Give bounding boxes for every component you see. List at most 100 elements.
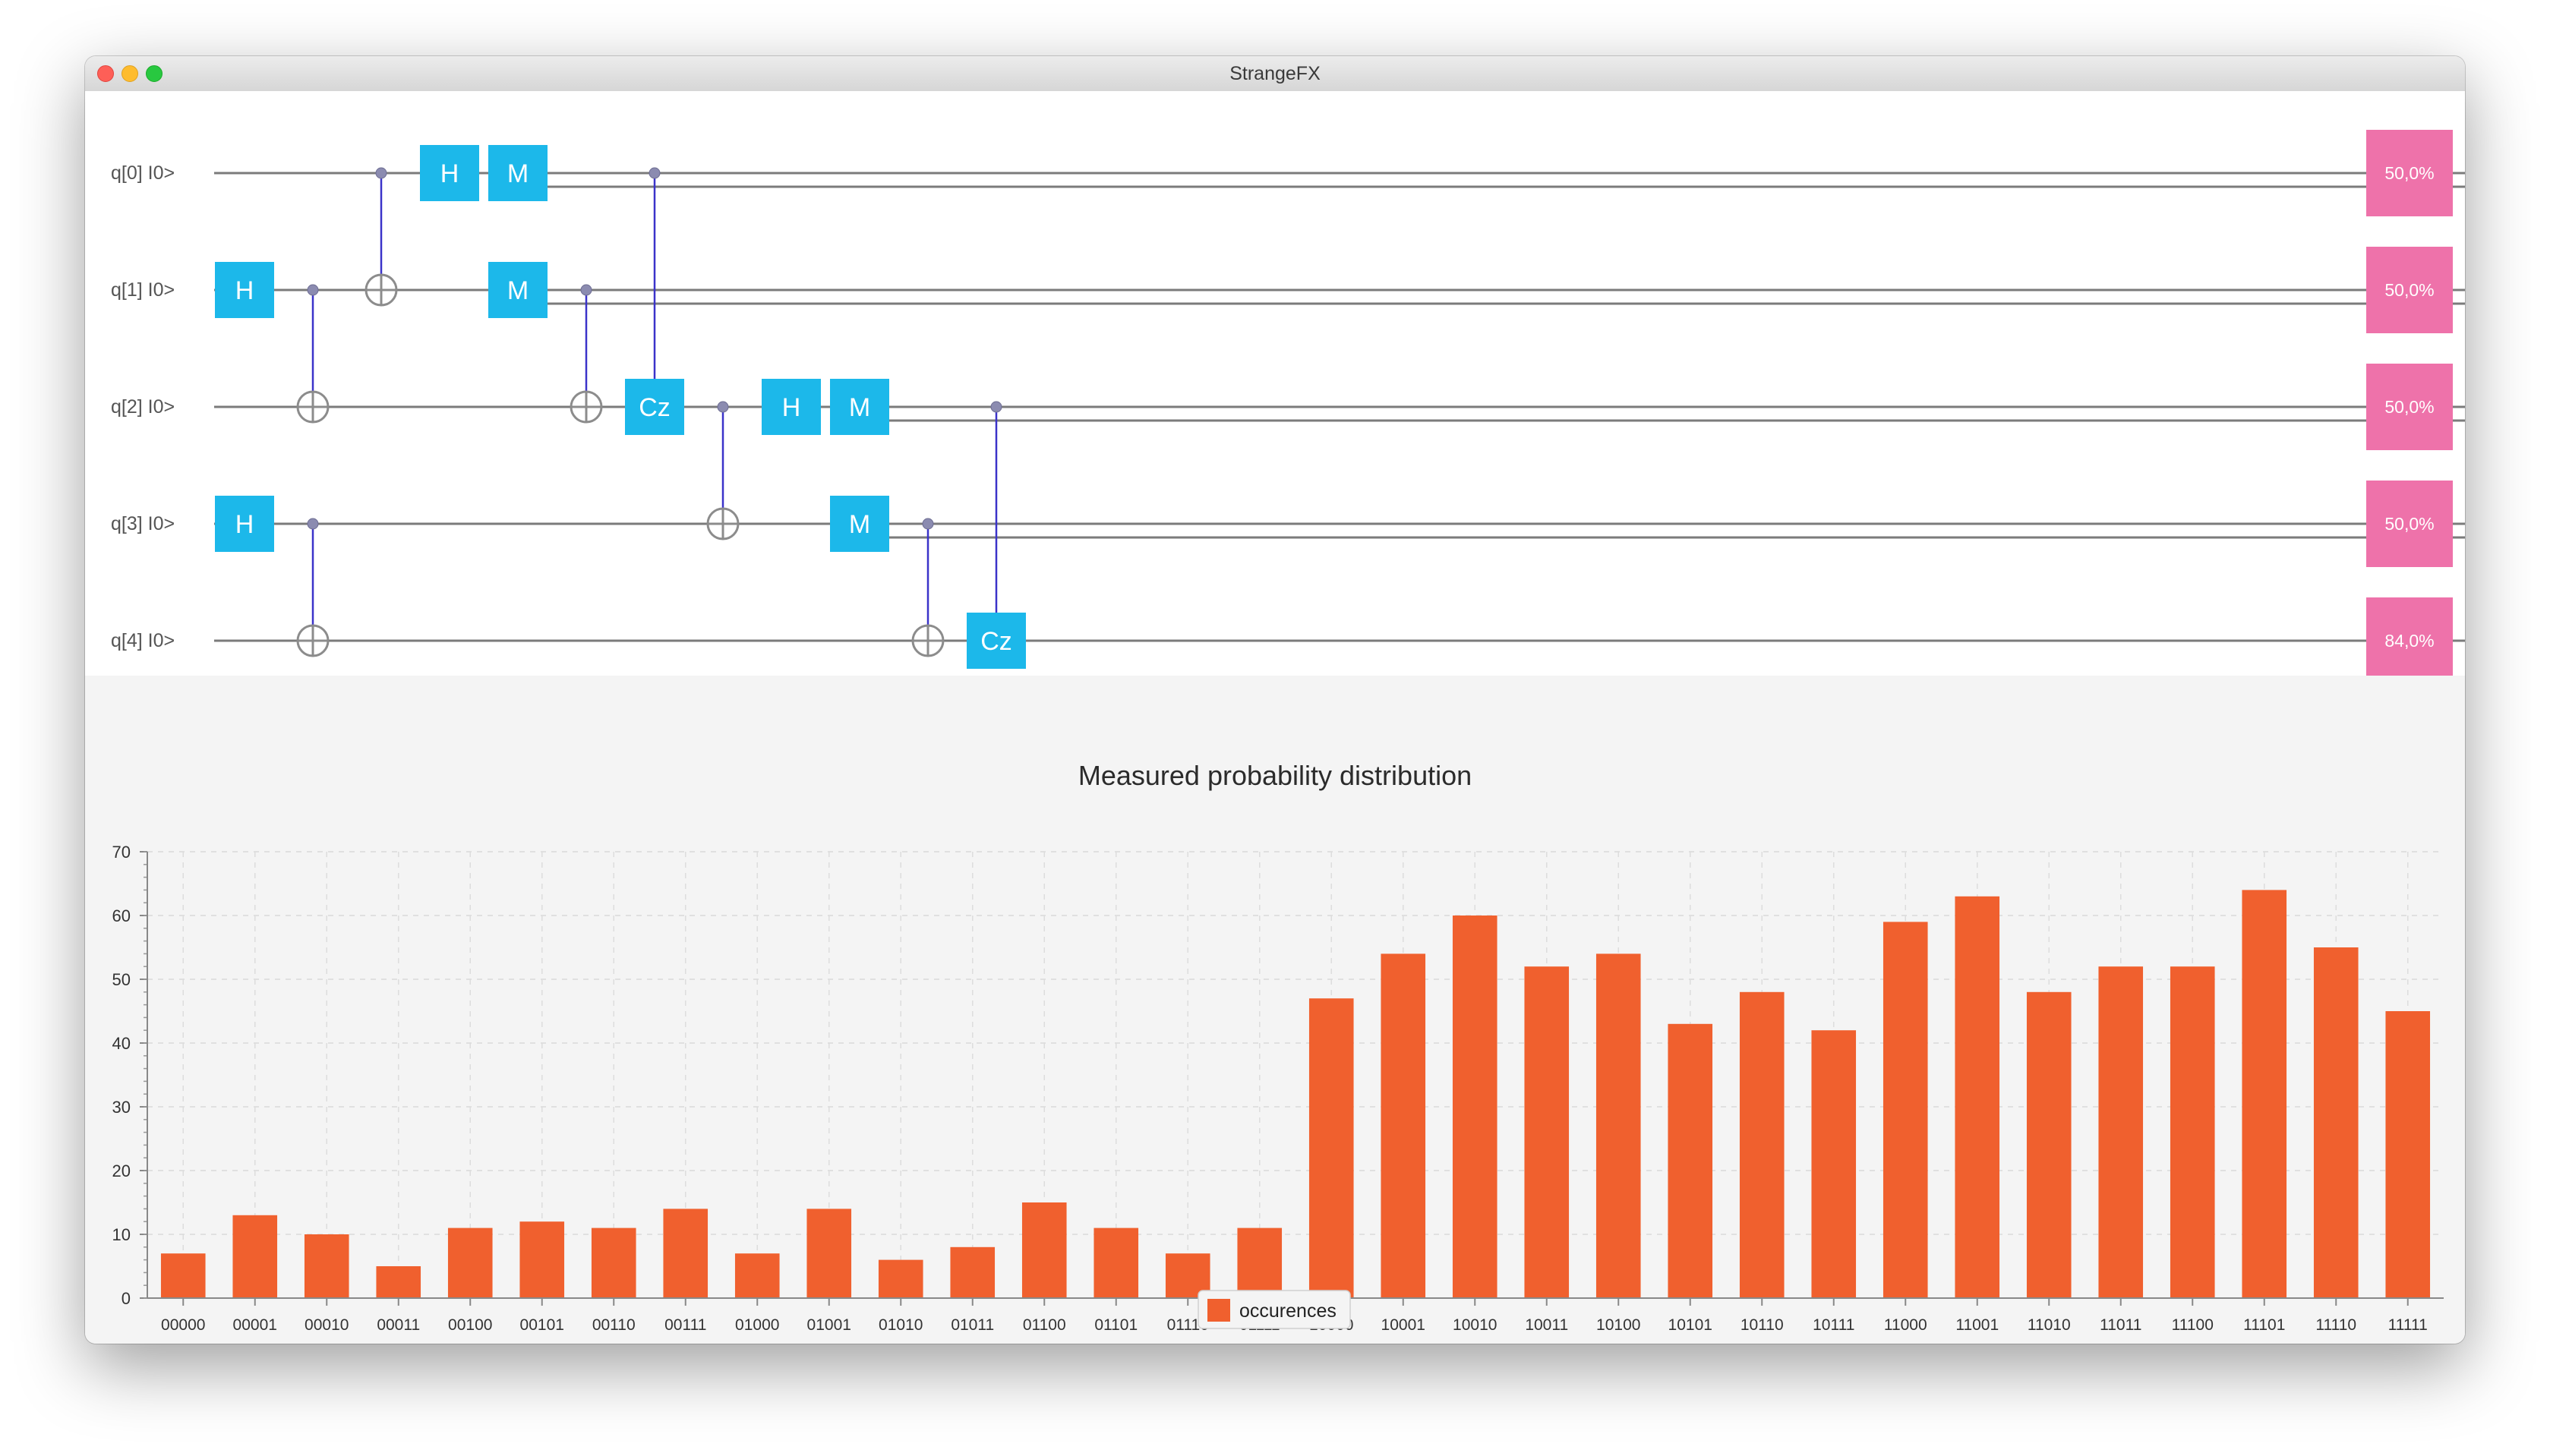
bar[interactable] (2026, 991, 2072, 1298)
bar[interactable] (1883, 922, 1928, 1298)
gate-label: M (507, 159, 529, 188)
y-tick-label: 0 (122, 1289, 131, 1308)
qubit-probability-box (2366, 597, 2453, 684)
gate-label: H (235, 510, 254, 539)
bar[interactable] (2098, 966, 2144, 1298)
qubit-label: q[0] I0> (111, 162, 175, 184)
bar[interactable] (2385, 1011, 2431, 1298)
bar[interactable] (1595, 953, 1641, 1298)
x-tick-label: 00101 (520, 1316, 564, 1334)
qubit-label: q[3] I0> (111, 513, 175, 534)
qubit-probability-box (2366, 130, 2453, 216)
bar[interactable] (2313, 947, 2359, 1298)
gate-label: H (440, 159, 459, 188)
x-tick-label: 00111 (664, 1316, 706, 1334)
gate-label: M (849, 510, 870, 539)
measurement-gate[interactable] (488, 145, 548, 201)
x-tick-label: 11010 (2028, 1316, 2071, 1334)
bar[interactable] (2242, 890, 2287, 1298)
hadamard-gate[interactable] (762, 379, 821, 435)
bar[interactable] (663, 1209, 709, 1298)
bar[interactable] (734, 1253, 780, 1298)
bar[interactable] (304, 1234, 349, 1298)
qubit-probability: 50,0% (2384, 514, 2434, 534)
gate-label: Cz (980, 627, 1012, 656)
qubit-probability: 50,0% (2384, 397, 2434, 417)
x-tick-label: 11100 (2172, 1316, 2214, 1334)
bar[interactable] (1237, 1228, 1283, 1298)
bar[interactable] (1739, 991, 1785, 1298)
cz-gate[interactable] (625, 379, 684, 435)
control-dot (580, 284, 592, 296)
legend-swatch (1207, 1299, 1230, 1322)
bar[interactable] (1524, 966, 1570, 1298)
circuit-diagram: q[0] I0> q[1] I0> q[2] I0> q[3] I0> q[4] I0>… (111, 130, 2465, 684)
bar[interactable] (519, 1221, 565, 1298)
circuit-panel: q[0] I0> q[1] I0> q[2] I0> q[3] I0> q[4] I0>… (85, 91, 2465, 684)
qubit-probability: 50,0% (2384, 163, 2434, 183)
x-tick-label: 01101 (1094, 1316, 1138, 1334)
hadamard-gate[interactable] (215, 496, 274, 552)
y-tick-label: 10 (112, 1225, 131, 1244)
control-dot (717, 401, 729, 413)
x-tick-label: 00110 (592, 1316, 636, 1334)
bar[interactable] (160, 1253, 206, 1298)
x-tick-label: 10101 (1668, 1316, 1712, 1334)
bar[interactable] (1452, 916, 1497, 1298)
bar[interactable] (1955, 896, 2000, 1298)
bar[interactable] (1308, 998, 1354, 1298)
legend[interactable] (1198, 1290, 1351, 1329)
bar[interactable] (2170, 966, 2215, 1298)
x-tick-label: 00011 (377, 1316, 420, 1334)
x-tick-label: 11111 (2388, 1316, 2428, 1334)
x-tick-label: 00010 (305, 1316, 349, 1334)
hadamard-gate[interactable] (420, 145, 479, 201)
y-tick-label: 70 (112, 843, 131, 862)
close-window-button[interactable] (97, 65, 114, 82)
bar[interactable] (1381, 953, 1426, 1298)
x-tick-label: 01100 (1023, 1316, 1066, 1334)
measurement-gate[interactable] (830, 496, 889, 552)
bar[interactable] (1021, 1202, 1067, 1298)
title-bar: StrangeFX (85, 56, 2465, 92)
x-tick-label: 11011 (2100, 1316, 2141, 1334)
measurement-gate[interactable] (488, 262, 548, 318)
control-dot (990, 401, 1002, 413)
x-tick-label: 01000 (735, 1316, 779, 1334)
bar[interactable] (376, 1266, 421, 1298)
gate-label: M (507, 276, 529, 305)
x-tick-label: 10011 (1525, 1316, 1568, 1334)
cz-gate[interactable] (967, 613, 1026, 669)
x-tick-label: 00100 (448, 1316, 492, 1334)
gate-label: H (782, 393, 801, 422)
bar[interactable] (878, 1259, 923, 1298)
y-tick-label: 50 (112, 970, 131, 989)
bar[interactable] (447, 1228, 493, 1298)
bar[interactable] (232, 1215, 278, 1298)
minimize-window-button[interactable] (122, 65, 138, 82)
x-tick-label: 01011 (951, 1316, 994, 1334)
measurement-gate[interactable] (830, 379, 889, 435)
x-tick-label: 00000 (161, 1316, 205, 1334)
x-tick-label: 10110 (1741, 1316, 1784, 1334)
bar[interactable] (1668, 1023, 1713, 1298)
qubit-probability-box (2366, 364, 2453, 450)
zoom-window-button[interactable] (146, 65, 163, 82)
bar[interactable] (1811, 1030, 1857, 1298)
bar[interactable] (806, 1209, 852, 1298)
bar[interactable] (950, 1246, 996, 1298)
hadamard-gate[interactable] (215, 262, 274, 318)
gate-label: Cz (639, 393, 671, 422)
qubit-probability-box (2366, 481, 2453, 567)
qubit-probability-box (2366, 247, 2453, 333)
control-dot (375, 167, 387, 179)
x-tick-label: 10010 (1453, 1316, 1497, 1334)
chart-panel: Measured probability distribution 0 10 20 30… (85, 676, 2465, 1344)
qubit-label: q[1] I0> (111, 279, 175, 301)
legend-label: occurences (1239, 1300, 1337, 1322)
x-tick-label: 10111 (1813, 1316, 1854, 1334)
x-tick-label: 00001 (233, 1316, 277, 1334)
x-tick-label: 11001 (1955, 1316, 1999, 1334)
bar[interactable] (591, 1228, 636, 1298)
bar[interactable] (1094, 1228, 1139, 1298)
